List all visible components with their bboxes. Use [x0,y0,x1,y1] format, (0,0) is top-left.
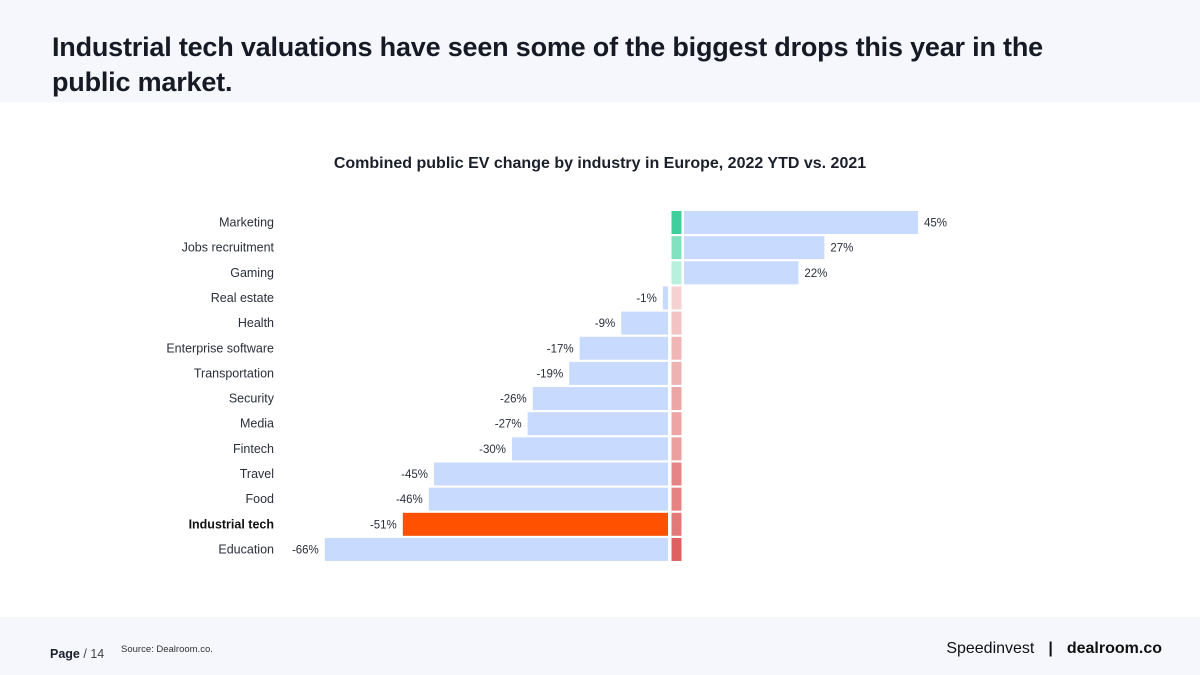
chart-title: Combined public EV change by industry in… [333,155,867,172]
indicator-strip-transportation [671,361,682,385]
category-label-industrial-tech: Industrial tech [189,517,274,531]
category-label-transportation: Transportation [194,366,274,380]
value-label-transportation: -19% [536,368,563,380]
bar-marketing [684,211,918,234]
bar-enterprise-software [579,336,668,360]
page-indicator: Page / 14 [50,647,104,661]
indicator-strip-enterprise-software [671,336,682,360]
value-label-gaming: 22% [804,268,827,280]
category-label-marketing: Marketing [219,216,274,230]
indicator-strip-real-estate [671,286,682,310]
value-label-jobs-recruitment: 27% [830,243,853,255]
indicator-strip-gaming [671,261,682,285]
bar-gaming [684,261,799,285]
bar-media [527,412,668,436]
value-label-industrial-tech: -51% [370,519,397,531]
category-label-security: Security [229,392,275,406]
header-band [0,0,1200,102]
category-label-gaming: Gaming [230,266,274,280]
indicator-strip-industrial-tech [671,512,682,536]
category-label-enterprise-software: Enterprise software [166,341,274,355]
slide-title: Industrial tech valuations have seen som… [52,32,1043,97]
value-label-media: -27% [495,419,522,431]
indicator-strip-health [671,311,682,335]
indicator-strip-jobs-recruitment [671,236,682,260]
brand-separator: | [1048,640,1053,657]
brand-logos: Speedinvest | dealroom.co [946,640,1162,658]
value-label-real-estate: -1% [636,293,656,305]
bar-security [532,387,668,411]
indicator-strip-fintech [671,437,682,461]
category-label-food: Food [246,492,275,506]
page-number: 14 [90,647,105,661]
category-label-travel: Travel [240,467,274,481]
value-label-health: -9% [595,318,615,330]
page-separator: / [83,647,87,661]
indicator-strip-marketing [671,211,682,234]
category-label-media: Media [240,417,274,431]
category-label-fintech: Fintech [233,442,274,456]
indicator-strip-travel [671,462,682,486]
speedinvest-logo: Speedinvest [946,640,1035,657]
indicator-strip-security [671,387,682,411]
indicator-strip-education [671,537,682,561]
bar-jobs-recruitment [684,236,825,260]
value-label-food: -46% [396,494,423,506]
category-label-education: Education [218,542,274,556]
category-label-real-estate: Real estate [211,291,274,305]
value-label-enterprise-software: -17% [547,343,574,355]
value-label-fintech: -30% [479,444,506,456]
value-label-marketing: 45% [924,218,947,230]
value-label-security: -26% [500,394,527,406]
indicator-strip-media [671,412,682,436]
value-label-travel: -45% [401,469,428,481]
page-label: Page [50,647,80,661]
category-label-jobs-recruitment: Jobs recruitment [182,241,275,255]
bar-food [428,487,668,511]
source-note: Source: Dealroom.co. [121,644,213,655]
dealroom-logo: dealroom.co [1066,640,1162,657]
bar-education [324,537,668,561]
footer-band [0,617,1200,675]
bar-industrial-tech [402,512,668,536]
bar-fintech [512,437,668,461]
indicator-strip-food [671,487,682,511]
value-label-education: -66% [292,544,319,556]
bar-travel [434,462,668,486]
bar-health [621,311,668,335]
category-label-health: Health [238,316,274,330]
bar-transportation [569,361,668,385]
bar-real-estate [662,286,668,310]
